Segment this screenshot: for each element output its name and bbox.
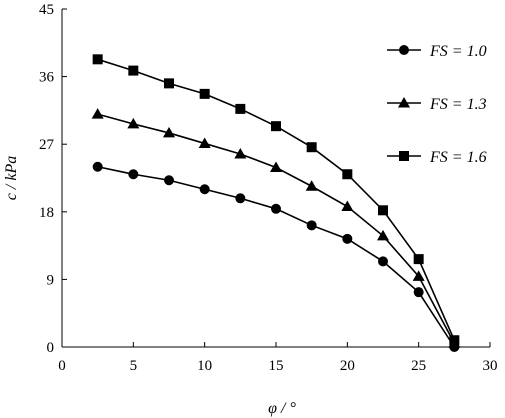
series-layer xyxy=(91,54,461,352)
data-point xyxy=(164,78,174,89)
series-circle xyxy=(92,161,460,352)
data-point xyxy=(413,287,424,298)
series-square xyxy=(92,54,460,346)
data-point xyxy=(127,117,140,129)
legend-marker xyxy=(398,97,410,108)
data-point xyxy=(306,142,317,153)
y-tick-label: 36 xyxy=(39,70,55,86)
data-point xyxy=(342,233,353,244)
data-point xyxy=(235,193,246,204)
x-tick-label: 20 xyxy=(340,358,355,374)
data-point xyxy=(91,108,104,119)
x-axis-label: φ / ° xyxy=(268,400,296,417)
legend: FS = 1.0 FS = 1.3 FS = 1.6 xyxy=(387,43,487,166)
legend-item: FS = 1.6 xyxy=(387,149,487,166)
data-point xyxy=(271,203,281,214)
legend-label: FS = 1.6 xyxy=(429,149,487,166)
data-point xyxy=(234,147,247,159)
series-line xyxy=(97,58,456,341)
data-point xyxy=(92,161,103,172)
y-tick-label: 45 xyxy=(39,2,54,18)
series-triangle xyxy=(91,108,461,348)
legend-label: FS = 1.0 xyxy=(429,43,487,60)
data-point xyxy=(412,270,425,281)
data-point xyxy=(235,103,246,114)
y-axis-label: c / kPa xyxy=(3,156,20,200)
x-tick-label: 15 xyxy=(269,358,284,374)
data-point xyxy=(378,256,388,267)
data-point xyxy=(199,184,210,195)
x-tick-label: 30 xyxy=(483,358,498,374)
data-point xyxy=(306,220,317,231)
legend-item: FS = 1.3 xyxy=(387,96,487,113)
data-point xyxy=(164,175,174,186)
data-point xyxy=(199,88,210,99)
data-point xyxy=(378,205,388,216)
legend-label: FS = 1.3 xyxy=(429,96,487,113)
legend-marker xyxy=(399,151,409,161)
x-tick-label: 25 xyxy=(411,358,426,374)
data-point xyxy=(342,169,353,180)
data-point xyxy=(271,121,281,132)
legend-item: FS = 1.0 xyxy=(387,43,487,60)
data-point xyxy=(92,54,103,65)
y-tick-label: 0 xyxy=(47,340,55,356)
axes: 0 9 18 27 36 45 0 5 10 15 20 25 30 φ / ° c / kPa xyxy=(3,2,498,417)
data-point xyxy=(198,137,211,148)
data-point xyxy=(305,180,318,191)
data-point xyxy=(341,200,354,212)
y-tick-label: 18 xyxy=(39,205,54,221)
legend-marker xyxy=(399,45,409,55)
x-tick-label: 0 xyxy=(58,358,66,374)
x-tick-label: 10 xyxy=(197,358,212,374)
data-point xyxy=(377,229,389,241)
data-point xyxy=(128,169,139,180)
x-tick-label: 5 xyxy=(130,358,138,374)
y-tick-label: 27 xyxy=(39,137,55,153)
y-tick-label: 9 xyxy=(47,272,55,288)
data-point xyxy=(270,161,282,172)
data-point xyxy=(413,254,424,265)
data-point xyxy=(128,65,139,76)
series-line xyxy=(97,113,456,344)
data-point xyxy=(163,126,175,138)
data-point xyxy=(449,335,460,346)
